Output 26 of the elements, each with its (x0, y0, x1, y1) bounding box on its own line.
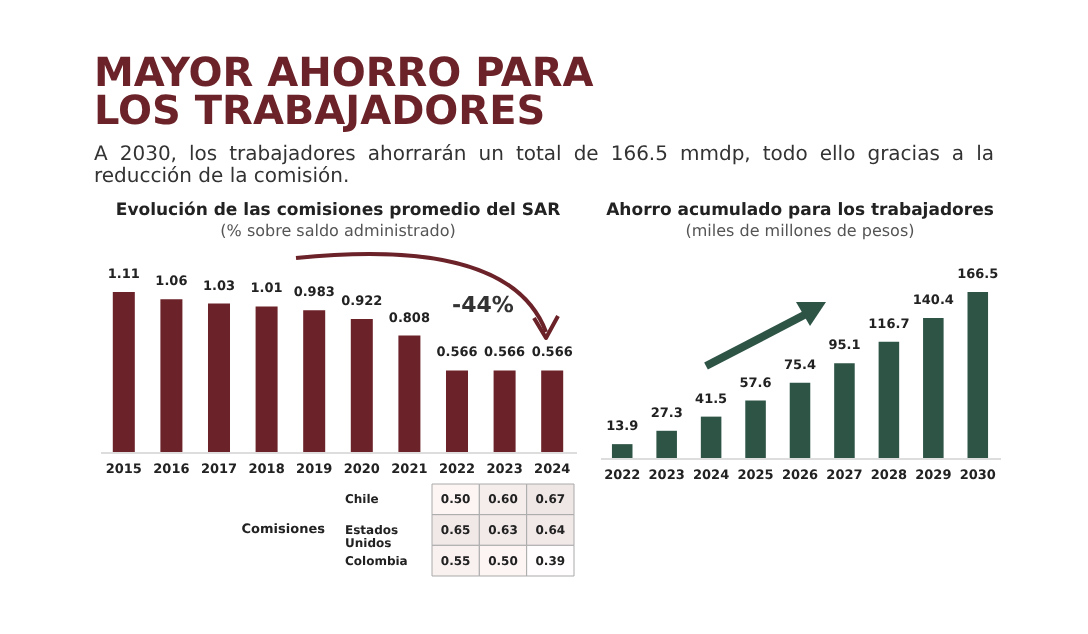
text: MAYOR AHORRO PARA LOS TRABAJADORES (94, 48, 596, 134)
chart-subtitle: (% sobre saldo administrado) (220, 222, 456, 240)
bar (541, 370, 564, 452)
bar (493, 370, 516, 452)
chart-title: Ahorro acumulado para los trabajadores (606, 201, 994, 221)
bar (255, 306, 278, 452)
bar (878, 341, 900, 458)
bar (398, 335, 421, 452)
bar (923, 318, 944, 458)
bar (745, 400, 766, 458)
bar (700, 416, 722, 458)
bar (350, 319, 373, 452)
bar (834, 363, 855, 458)
bar (112, 292, 135, 452)
bar (656, 430, 677, 458)
chart-title: Evolución de las comisiones promedio del SAR (115, 201, 562, 221)
bar (967, 292, 989, 458)
text: A 2030, los trabajadores ahorrarán un total de 166.5 mmdp, todo ello gracias a la reducción de la comisión. (94, 144, 994, 188)
bar (207, 303, 231, 452)
chart-subtitle: (miles de millones de pesos) (685, 222, 915, 240)
bar (160, 299, 183, 452)
bar (445, 370, 469, 452)
bar (611, 444, 633, 458)
annotation: -44% (452, 292, 514, 318)
bar (789, 382, 811, 458)
bar (303, 310, 326, 452)
